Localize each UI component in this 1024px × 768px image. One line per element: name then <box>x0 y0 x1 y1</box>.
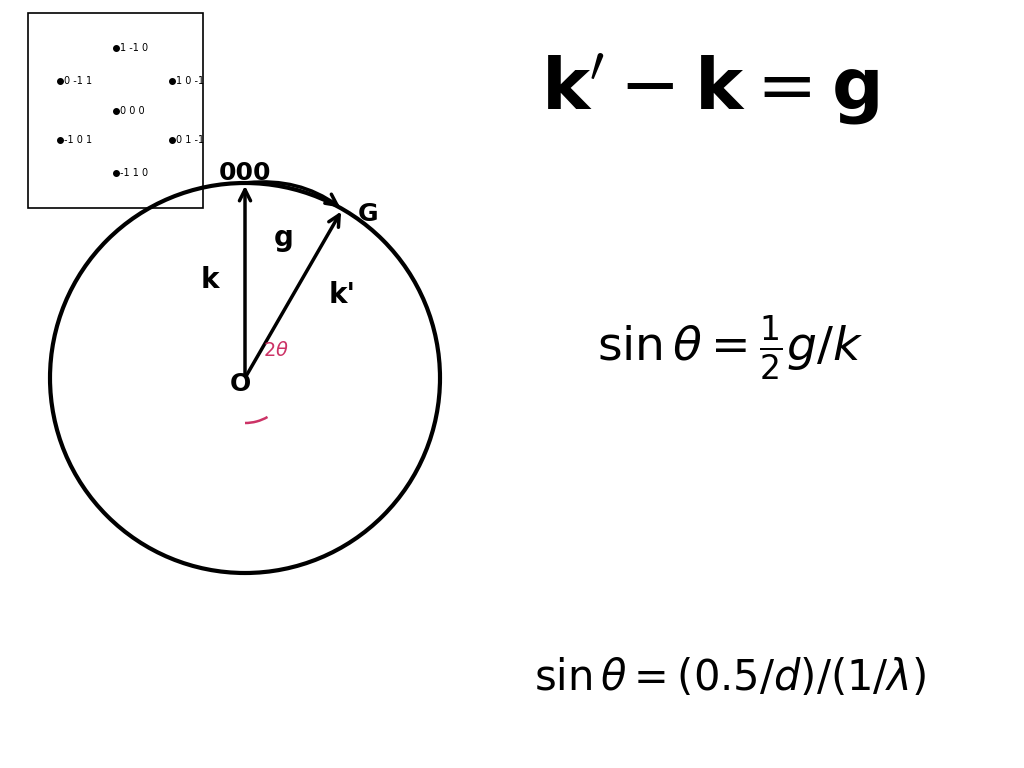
Text: -1 0 1: -1 0 1 <box>65 134 92 144</box>
Text: k: k <box>201 266 219 294</box>
Text: 1 0 -1: 1 0 -1 <box>176 76 205 86</box>
Text: 000: 000 <box>219 161 271 185</box>
Text: g: g <box>273 224 294 252</box>
Text: $2\theta$: $2\theta$ <box>263 340 289 359</box>
Text: 0 -1 1: 0 -1 1 <box>65 76 92 86</box>
Text: 0 1 -1: 0 1 -1 <box>176 134 205 144</box>
Text: $\mathbf{k}' - \mathbf{k} = \mathbf{g}$: $\mathbf{k}' - \mathbf{k} = \mathbf{g}$ <box>541 51 879 125</box>
Text: -1 1 0: -1 1 0 <box>121 168 148 178</box>
Text: 1 -1 0: 1 -1 0 <box>121 43 148 53</box>
Text: k': k' <box>329 281 355 309</box>
FancyBboxPatch shape <box>28 13 203 208</box>
Text: O: O <box>229 372 251 396</box>
Text: 0 0 0: 0 0 0 <box>121 105 145 115</box>
Text: $\sin\theta = \frac{1}{2}g/k$: $\sin\theta = \frac{1}{2}g/k$ <box>597 313 863 382</box>
Text: G: G <box>357 202 378 226</box>
Text: $\sin\theta = (0.5/d)/(1/\lambda)$: $\sin\theta = (0.5/d)/(1/\lambda)$ <box>534 657 926 699</box>
